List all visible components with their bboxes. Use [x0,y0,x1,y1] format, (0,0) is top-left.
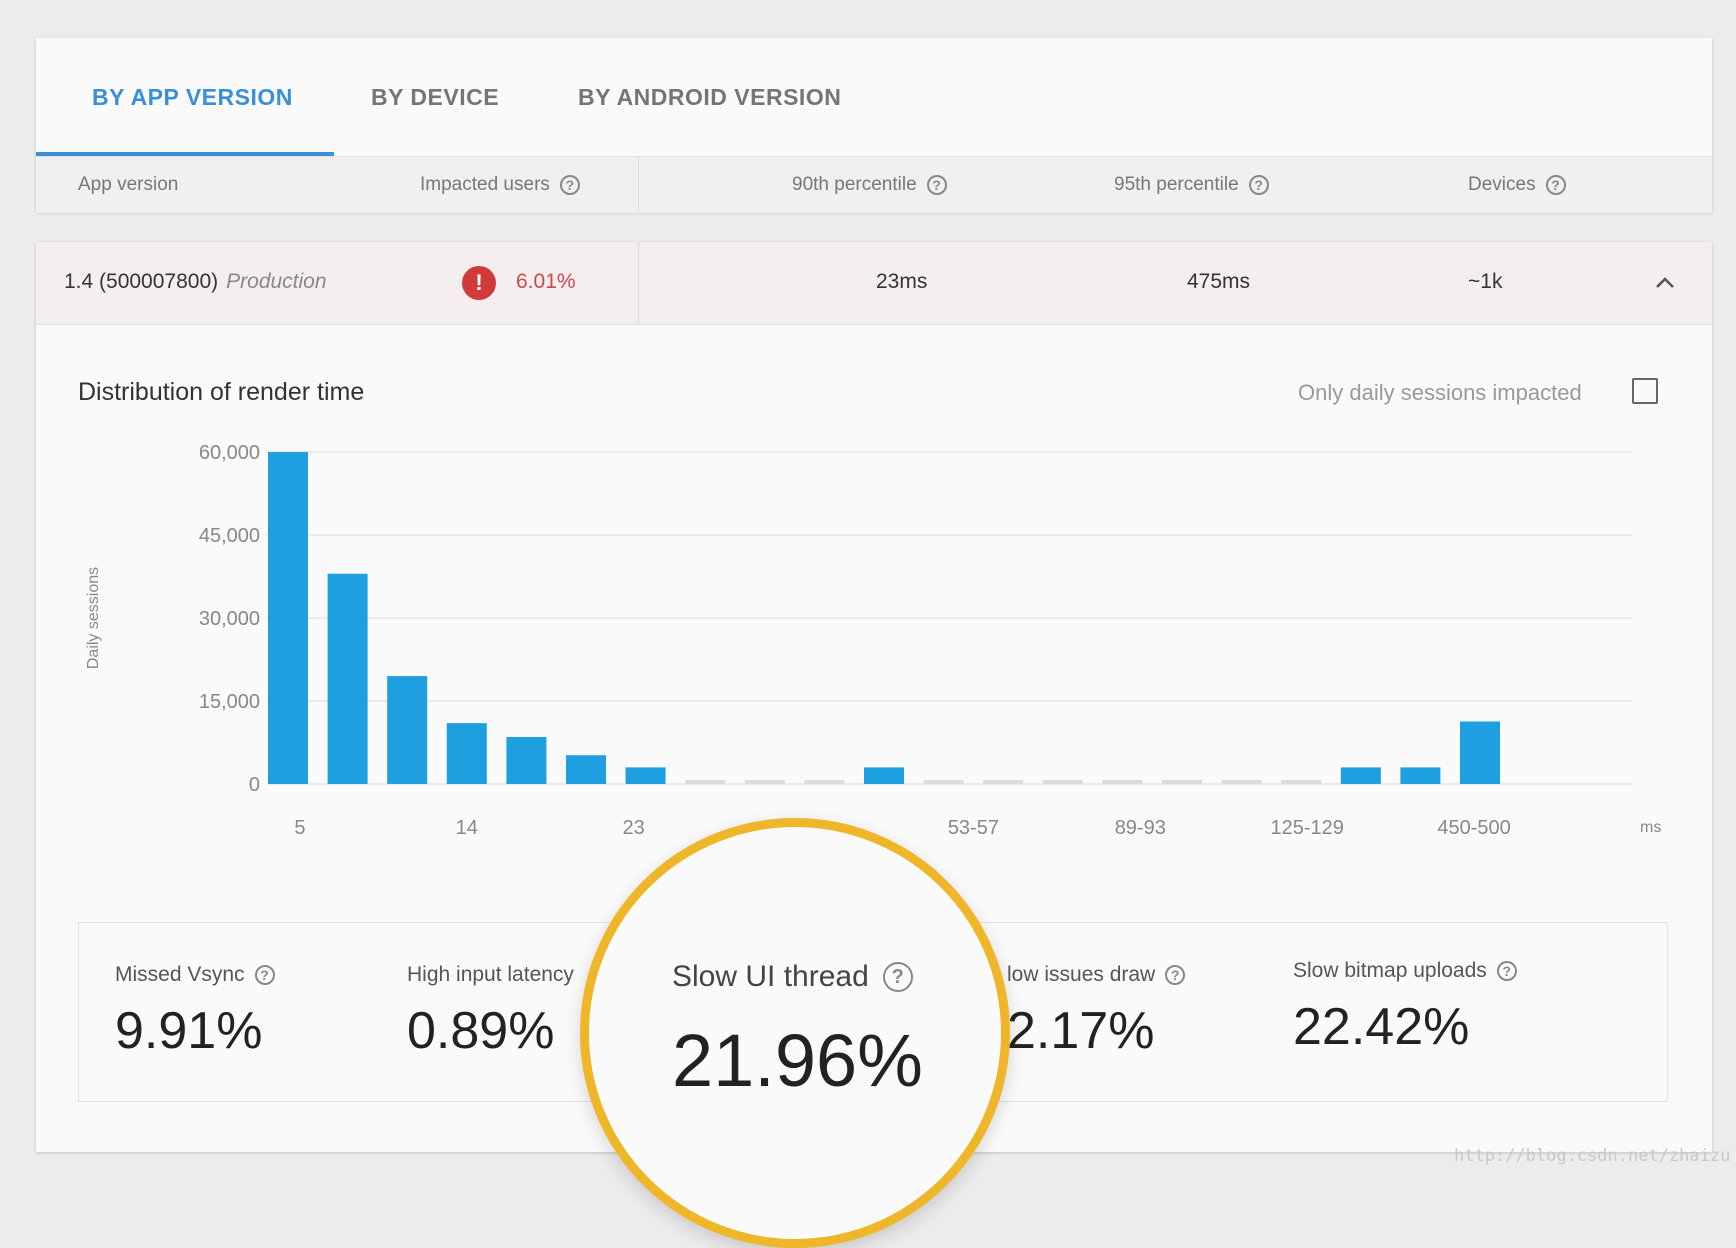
tab-by-android-version[interactable]: BY ANDROID VERSION [578,84,842,110]
x-tick-label: 14 [456,817,478,839]
column-impacted-users: Impacted users ? [420,174,580,196]
tab-by-app-version[interactable]: BY APP VERSION [92,84,293,110]
help-icon[interactable]: ? [1165,965,1186,985]
p95-value: 475ms [1187,270,1251,293]
histogram-bar[interactable] [983,780,1024,784]
active-tab-indicator [36,152,334,156]
chevron-up-icon[interactable] [1652,270,1678,296]
histogram-bar[interactable] [1221,780,1262,784]
column-label: App version [78,174,179,195]
only-daily-sessions-checkbox[interactable] [1632,378,1658,404]
stat-value: 2.17% [1007,1002,1155,1060]
histogram-bar[interactable] [268,452,308,784]
impacted-users-value: 6.01% [516,270,576,293]
y-tick-label: 30,000 [199,608,260,630]
stat-label-text: Missed Vsync [115,963,245,986]
column-divider [638,156,639,212]
version-number: 1.4 (500007800) [64,270,219,293]
release-track: Production [226,270,327,293]
x-tick-label: 23 [623,817,645,839]
histogram-bar[interactable] [625,767,666,784]
stat-slow-issues-draw: low issues draw? 2.17% [1007,963,1186,1061]
stat-value: 9.91% [115,1002,263,1060]
histogram-bar[interactable] [685,780,726,784]
x-tick-label: 53-57 [948,817,999,839]
histogram-bar[interactable] [1162,780,1202,784]
y-tick-label: 0 [249,774,260,796]
help-icon[interactable]: ? [254,965,275,985]
stat-label: Missed Vsync? [115,963,275,987]
stat-label-text: Slow UI thread [672,960,869,993]
tab-by-device[interactable]: BY DEVICE [371,84,500,110]
stat-label-text: low issues draw [1007,963,1156,986]
stat-slow-bitmap-uploads: Slow bitmap uploads? 22.42% [1293,959,1517,1057]
stat-value: 22.42% [1293,998,1470,1056]
alert-icon: ! [462,266,496,300]
histogram-bar[interactable] [446,723,487,784]
x-unit-label: ms [1640,819,1661,836]
histogram-bar[interactable] [804,780,845,784]
column-devices: Devices ? [1468,174,1566,196]
y-tick-label: 60,000 [199,442,260,464]
slow-ui-thread-label: Slow UI thread ? [672,960,913,994]
histogram-bar[interactable] [1460,721,1500,784]
y-axis-label: Daily sessions [85,567,102,669]
histogram-bar[interactable] [506,736,547,784]
x-tick-label: 450-500 [1437,817,1510,839]
tab-bar: BY APP VERSION BY DEVICE BY ANDROID VERS… [36,38,1712,156]
column-95th-percentile: 95th percentile ? [1114,174,1269,196]
column-label: Devices [1468,174,1536,195]
stat-label-text: Slow bitmap uploads [1293,959,1487,982]
histogram-bar[interactable] [566,755,606,784]
histogram-bar[interactable] [1400,767,1441,784]
column-divider [638,242,639,324]
stat-missed-vsync: Missed Vsync? 9.91% [115,963,275,1061]
help-icon[interactable]: ? [1248,175,1269,195]
stat-label-text: High input latency [407,963,574,986]
histogram-bar[interactable] [864,767,904,784]
column-label: Impacted users [420,174,550,195]
column-label: 90th percentile [792,174,917,195]
render-time-histogram: 60,000 45,000 30,000 15,000 0 5 14 23 53-57 89-93… [85,442,1661,839]
tabs-card: BY APP VERSION BY DEVICE BY ANDROID VERS… [36,38,1712,213]
help-icon[interactable]: ? [1545,175,1566,195]
stat-label: Slow bitmap uploads? [1293,959,1517,983]
y-tick-label: 15,000 [199,691,260,713]
histogram-bar[interactable] [1102,780,1143,784]
help-icon[interactable]: ? [926,175,947,195]
stat-label: High input latency [407,963,574,987]
x-tick-label: 5 [294,817,305,839]
p90-value: 23ms [876,270,928,293]
help-icon[interactable]: ? [882,962,913,992]
column-header-row: App version Impacted users ? 90th percen… [36,156,1712,213]
devices-value: ~1k [1468,270,1503,293]
column-90th-percentile: 90th percentile ? [792,174,947,196]
stat-high-input-latency: High input latency 0.89% [407,963,574,1061]
help-icon[interactable]: ? [559,175,580,195]
slow-ui-thread-value: 21.96% [672,1019,923,1102]
histogram-bar[interactable] [1281,780,1322,784]
checkbox-label: Only daily sessions impacted [1298,380,1582,405]
x-tick-label: 89-93 [1115,817,1166,839]
histogram-bar[interactable] [327,573,368,784]
column-app-version: App version [78,174,178,196]
x-tick-label: 125-129 [1270,817,1343,839]
histogram-bar[interactable] [923,780,964,784]
chart-title: Distribution of render time [78,378,365,406]
column-label: 95th percentile [1114,174,1239,195]
table-row[interactable]: 1.4 (500007800) Production ! 6.01% 23ms 4… [36,242,1712,325]
histogram-bar[interactable] [1340,767,1381,784]
help-icon[interactable]: ? [1496,961,1517,981]
histogram-bar[interactable] [744,780,785,784]
histogram-bar[interactable] [1042,780,1083,784]
stat-value: 0.89% [407,1002,555,1060]
app-version-cell: 1.4 (500007800) Production [64,270,327,294]
histogram-bar[interactable] [387,676,428,784]
y-tick-label: 45,000 [199,525,260,547]
stat-label: low issues draw? [1007,963,1186,987]
watermark: http://blog.csdn.net/zhaizu [1454,1146,1731,1166]
